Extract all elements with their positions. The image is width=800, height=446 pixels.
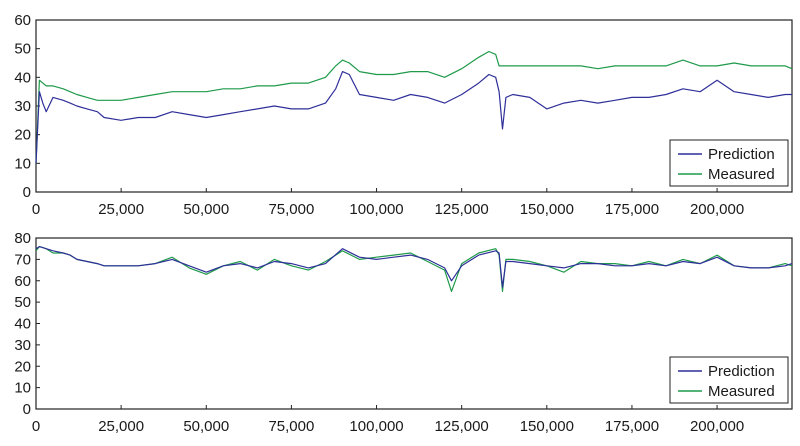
y-tick-label: 20 — [14, 127, 31, 144]
x-tick-label: 175,000 — [605, 201, 659, 218]
x-tick-label: 150,000 — [520, 418, 574, 435]
legend-label-measured: Measured — [708, 383, 775, 400]
x-tick-label: 150,000 — [520, 201, 574, 218]
y-tick-label: 0 — [23, 184, 31, 201]
y-tick-label: 20 — [14, 358, 31, 375]
x-tick-label: 75,000 — [268, 201, 314, 218]
y-tick-label: 50 — [14, 294, 31, 311]
x-tick-label: 50,000 — [183, 201, 229, 218]
legend-box — [669, 356, 789, 404]
y-tick-label: 60 — [14, 12, 31, 29]
x-tick-label: 25,000 — [98, 418, 144, 435]
bottom-chart: 0 10 20 30 40 50 60 70 80 0 25,000 50,000 75,000 100,… — [14, 230, 793, 435]
series-line-prediction — [35, 71, 792, 164]
y-tick-label: 10 — [14, 155, 31, 172]
y-tick-label: 50 — [14, 41, 31, 58]
x-tick-label: 25,000 — [98, 201, 144, 218]
y-tick-label: 10 — [14, 380, 31, 397]
y-tick-label: 40 — [14, 316, 31, 333]
y-tick-label: 40 — [14, 69, 31, 86]
legend-box — [669, 139, 789, 187]
x-tick-label: 0 — [32, 201, 40, 218]
x-tick-label: 50,000 — [183, 418, 229, 435]
x-tick-label: 100,000 — [349, 418, 403, 435]
y-tick-label: 0 — [23, 401, 31, 418]
series-line-measured — [35, 246, 793, 292]
y-tick-label: 30 — [14, 98, 31, 115]
legend-label-measured: Measured — [708, 166, 775, 183]
top-chart: 0 10 20 30 40 50 60 0 25,000 50,000 75,000 100,000 1… — [14, 12, 793, 218]
y-tick-label: 30 — [14, 337, 31, 354]
legend-label-prediction: Prediction — [708, 146, 775, 163]
x-tick-label: 75,000 — [268, 418, 314, 435]
x-tick-label: 200,000 — [690, 418, 744, 435]
series-line-measured — [35, 50, 793, 164]
x-tick-label: 125,000 — [435, 418, 489, 435]
y-tick-label: 70 — [14, 251, 31, 268]
y-tick-label: 80 — [14, 230, 31, 247]
y-tick-label: 60 — [14, 273, 31, 290]
x-tick-label: 0 — [32, 418, 40, 435]
series-line-prediction — [35, 246, 793, 288]
x-tick-label: 125,000 — [435, 201, 489, 218]
x-tick-label: 200,000 — [690, 201, 744, 218]
legend-label-prediction: Prediction — [708, 363, 775, 380]
x-tick-label: 100,000 — [349, 201, 403, 218]
x-tick-label: 175,000 — [605, 418, 659, 435]
